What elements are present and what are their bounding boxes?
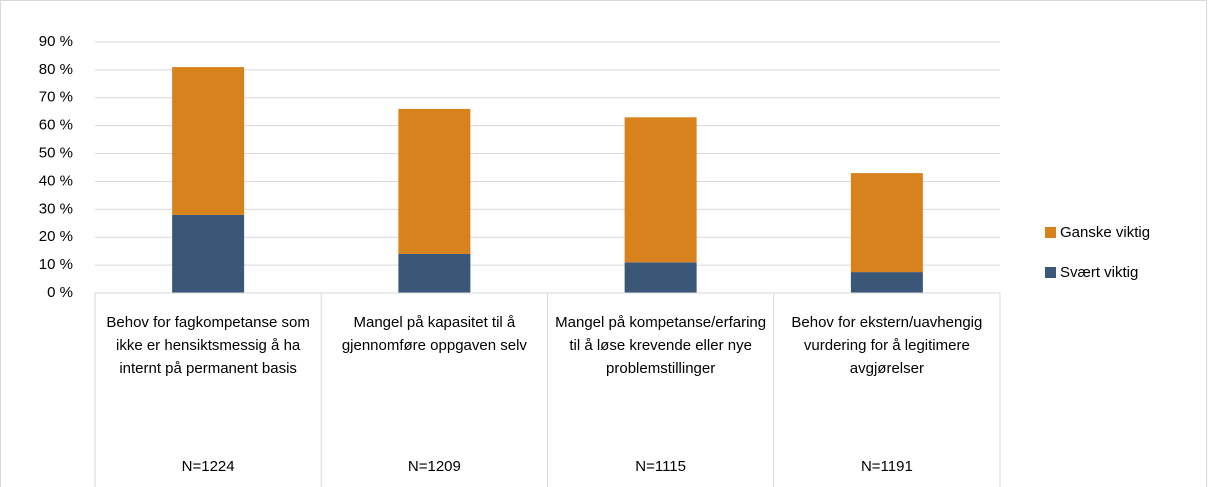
y-tick-label: 40 % [39,172,73,189]
bar-segment [850,173,923,273]
sample-size-label: N=1191 [861,458,913,475]
y-tick-label: 10 % [39,256,73,273]
bar-segment [398,108,471,254]
x-tick-label: Mangel på kapasitet til å gjennomføre op… [341,314,527,354]
y-tick-label: 50 % [39,145,73,162]
x-tick-label-box: Behov for fagkompetanse som ikke er hens… [106,314,310,377]
x-tick-label: Mangel på kompetanse/erfaring til å løse… [555,314,767,377]
legend-swatch [1045,267,1056,278]
y-tick-label: 30 % [39,200,73,217]
y-tick-label: 90 % [39,33,73,50]
bar-segment [172,67,245,215]
y-tick-label: 60 % [39,117,73,134]
x-tick-label: Behov for fagkompetanse som ikke er hens… [106,314,310,377]
y-tick-label: 0 % [47,284,73,301]
legend-label: Svært viktig [1060,264,1138,281]
sample-size-label: N=1115 [635,458,686,475]
y-tick-label: 80 % [39,61,73,78]
x-tick-label-box: Mangel på kompetanse/erfaring til å løse… [555,314,767,377]
sample-size-label: N=1224 [182,458,235,475]
bar-segment [850,272,923,293]
y-tick-label: 70 % [39,89,73,106]
x-tick-label-box: Mangel på kapasitet til å gjennomføre op… [341,314,527,354]
legend-swatch [1045,227,1056,238]
sample-size-label: N=1209 [408,458,461,475]
x-tick-label: Behov for ekstern/uavhengig vurdering fo… [791,314,983,377]
x-tick-label-box: Behov for ekstern/uavhengig vurdering fo… [791,314,983,377]
legend-label: Ganske viktig [1060,224,1150,241]
bar-segment [398,253,471,293]
bar-segment [172,214,245,293]
bar-segment [624,117,697,263]
bar-segment [624,262,697,293]
y-tick-label: 20 % [39,228,73,245]
